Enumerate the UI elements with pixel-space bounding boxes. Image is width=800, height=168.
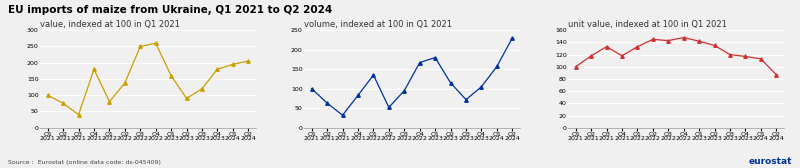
Text: eurostat: eurostat: [749, 157, 792, 166]
Text: EU imports of maize from Ukraine, Q1 2021 to Q2 2024: EU imports of maize from Ukraine, Q1 202…: [8, 5, 332, 15]
Text: volume, indexed at 100 in Q1 2021: volume, indexed at 100 in Q1 2021: [304, 20, 452, 29]
Text: unit value, indexed at 100 in Q1 2021: unit value, indexed at 100 in Q1 2021: [568, 20, 727, 29]
Text: Source :  Eurostat (online data code: ds-045409): Source : Eurostat (online data code: ds-…: [8, 160, 161, 165]
Text: value, indexed at 100 in Q1 2021: value, indexed at 100 in Q1 2021: [40, 20, 180, 29]
